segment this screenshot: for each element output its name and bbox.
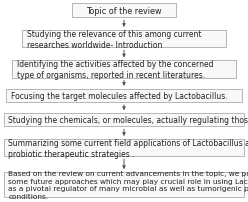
Text: Topic of the review: Topic of the review bbox=[86, 7, 162, 16]
FancyBboxPatch shape bbox=[4, 139, 244, 156]
Text: Studying the relevance of this among current
researches worldwide- Introduction: Studying the relevance of this among cur… bbox=[27, 29, 201, 49]
Text: Identifying the activities affected by the concerned
type of organisms, reported: Identifying the activities affected by t… bbox=[17, 60, 213, 80]
FancyBboxPatch shape bbox=[22, 31, 226, 48]
Text: Based on the review on current advancements in the topic, we proposed
some futur: Based on the review on current advanceme… bbox=[8, 171, 248, 199]
Text: Focusing the target molecules affected by Lactobacillus.: Focusing the target molecules affected b… bbox=[11, 92, 227, 100]
FancyBboxPatch shape bbox=[6, 89, 242, 102]
Text: Summarizing some current field applications of Lactobacillus and such
probiotic : Summarizing some current field applicati… bbox=[8, 138, 248, 158]
FancyBboxPatch shape bbox=[4, 172, 244, 198]
FancyBboxPatch shape bbox=[4, 114, 244, 127]
FancyBboxPatch shape bbox=[72, 4, 176, 18]
Text: Studying the chemicals, or molecules, actually regulating those targets.: Studying the chemicals, or molecules, ac… bbox=[8, 116, 248, 125]
FancyBboxPatch shape bbox=[12, 61, 236, 78]
